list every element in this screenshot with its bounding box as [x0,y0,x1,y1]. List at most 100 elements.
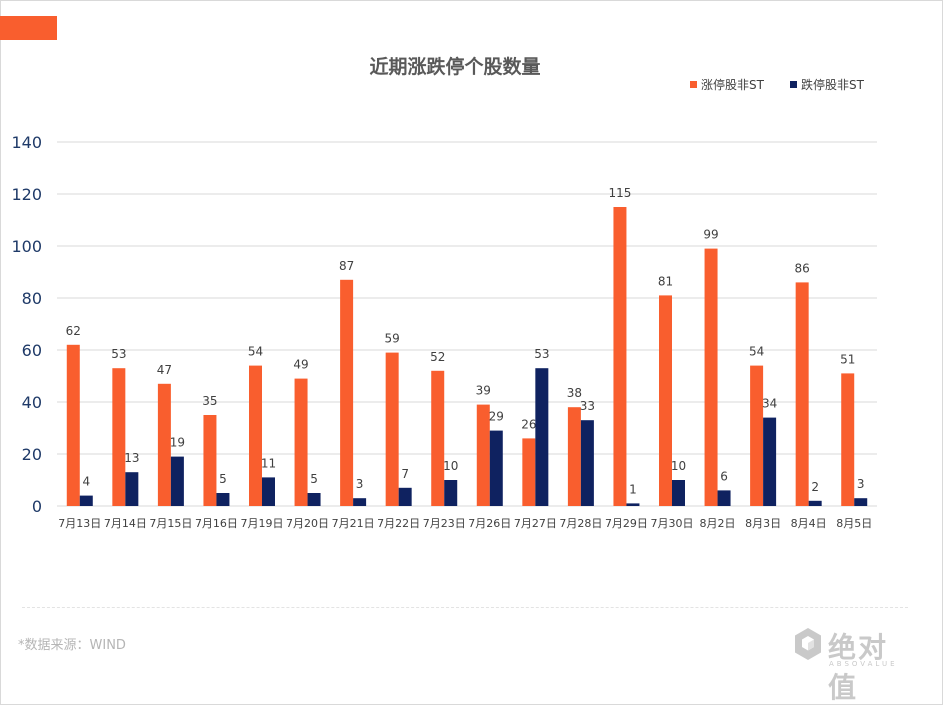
bar-up [476,404,490,506]
logo-text: 绝对值 [828,631,889,704]
x-tick-label: 7月19日 [241,517,284,530]
bar-up [613,207,627,506]
data-label-down: 13 [124,451,139,465]
bar-down [216,493,230,506]
bar-down [808,500,822,506]
data-label-down: 5 [310,472,318,486]
data-label-up: 39 [476,384,491,398]
x-tick-label: 7月29日 [605,517,648,530]
data-source-note: *数据来源：WIND [18,638,126,653]
data-label-up: 54 [248,345,263,359]
bar-up [385,352,399,506]
bar-down [717,490,731,506]
x-tick-label: 7月20日 [286,517,329,530]
data-label-down: 53 [534,347,549,361]
x-tick-label: 7月30日 [651,517,694,530]
legend-item-up: 涨停股非ST [690,76,764,92]
data-label-down: 6 [720,469,728,483]
legend-swatch-down [789,80,797,88]
bar-down [125,472,139,506]
data-label-up: 35 [202,394,217,408]
data-label-down: 3 [857,477,865,491]
bar-down [763,417,777,506]
x-tick-label: 7月28日 [559,517,602,530]
bar-up [66,344,80,506]
data-label-down: 11 [261,456,276,470]
bar-up [340,279,354,506]
bar-up [567,407,581,506]
legend-swatch-up [690,80,697,88]
data-label-up: 38 [567,386,582,400]
x-tick-label: 8月4日 [791,517,827,530]
x-tick-label: 7月14日 [104,517,147,530]
brand-logo: 绝对值 ABSOVALUE [792,626,912,704]
bar-up [841,373,855,506]
x-tick-label: 7月22日 [377,517,420,530]
bar-up [203,415,217,506]
logo-subtext: ABSOVALUE [829,660,898,668]
data-label-up: 99 [703,228,718,242]
y-tick-label: 20 [22,445,42,464]
data-label-up: 54 [749,345,764,359]
data-label-up: 53 [111,347,126,361]
data-label-down: 2 [811,480,819,494]
footer-divider [22,607,908,608]
data-label-down: 34 [762,397,777,411]
x-tick-label: 7月16日 [195,517,238,530]
legend-item-down: 跌停股非ST [789,76,864,92]
bar-down [398,487,412,506]
bar-up [750,365,764,506]
bar-down [170,456,184,506]
data-label-down: 10 [443,459,458,473]
bar-down [580,420,594,506]
data-label-down: 33 [580,399,595,413]
bar-up [431,370,445,506]
bar-up [294,378,308,506]
data-label-down: 5 [219,472,227,486]
bar-down [262,477,275,506]
data-label-down: 10 [671,459,686,473]
data-label-up: 49 [293,358,308,372]
data-label-up: 86 [795,261,810,275]
data-label-up: 47 [157,363,172,377]
y-tick-label: 100 [11,237,42,256]
bar-chart: 0204060801001201406247月13日53137月14日47197… [11,133,877,530]
chart-title: 近期涨跌停个股数量 [369,56,541,78]
legend-label-down: 跌停股非ST [800,77,864,92]
bar-up [795,282,809,506]
data-label-up: 26 [521,417,536,431]
y-tick-label: 40 [22,393,42,412]
data-label-up: 81 [658,274,673,288]
bar-up [112,368,126,506]
legend-label-up: 涨停股非ST [701,77,764,92]
hexagon-cube-icon [795,628,821,660]
bar-up [522,438,536,506]
x-tick-label: 8月5日 [836,517,872,530]
x-tick-label: 7月15日 [149,517,192,530]
y-tick-label: 0 [32,497,42,516]
x-tick-label: 8月3日 [745,517,781,530]
data-label-down: 7 [401,467,409,481]
bar-down [672,480,685,506]
bar-down [444,480,458,506]
x-tick-label: 7月21日 [332,517,375,530]
data-label-down: 3 [356,477,364,491]
x-tick-label: 7月13日 [58,517,101,530]
x-tick-label: 8月2日 [700,517,736,530]
x-tick-label: 7月23日 [423,517,466,530]
data-label-up: 87 [339,259,354,273]
y-tick-label: 60 [22,341,42,360]
x-tick-label: 7月26日 [468,517,511,530]
data-label-down: 29 [489,410,504,424]
data-label-up: 115 [608,186,631,200]
bar-down [489,430,503,506]
bar-down [854,498,868,506]
chart-legend: 涨停股非ST 跌停股非ST [690,76,864,92]
y-tick-label: 140 [11,133,42,152]
bar-down [626,503,640,506]
bar-down [307,493,321,506]
y-tick-label: 120 [11,185,42,204]
bar-up [704,248,718,506]
bar-down [535,368,549,506]
